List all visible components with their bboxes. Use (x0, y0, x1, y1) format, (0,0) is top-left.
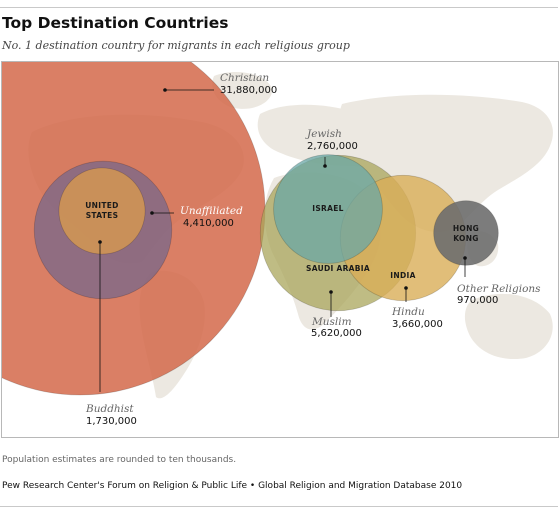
source-line: Pew Research Center's Forum on Religion … (2, 481, 463, 491)
footnote: Population estimates are rounded to ten … (2, 455, 237, 465)
group-label-christian: Christian (220, 72, 269, 84)
country-label-united-states-2: STATES (86, 211, 119, 220)
country-label-hong-kong-2: KONG (453, 234, 478, 243)
country-label-saudi-arabia: SAUDI ARABIA (306, 264, 370, 273)
value-label-other-religions: 970,000 (457, 295, 498, 306)
bottom-rule (0, 506, 558, 507)
country-label-india: INDIA (390, 271, 415, 280)
leader-dot-other-religions (463, 256, 467, 260)
value-label-hindu: 3,660,000 (392, 319, 443, 330)
top-rule (0, 7, 558, 8)
leader-dot-jewish (323, 164, 327, 168)
country-label-hong-kong-1: HONG (453, 224, 479, 233)
country-label-israel: ISRAEL (312, 204, 343, 213)
leader-dot-buddhist (98, 240, 102, 244)
value-label-buddhist: 1,730,000 (86, 416, 137, 427)
group-label-jewish: Jewish (305, 128, 342, 140)
leader-dot-christian (163, 88, 167, 92)
group-label-muslim: Muslim (311, 316, 352, 328)
leader-dot-unaffiliated (150, 211, 154, 215)
bubble-buddhist (58, 167, 146, 255)
group-label-buddhist: Buddhist (85, 403, 134, 415)
chart-frame: Christian 31,880,000 Unaffiliated 4,410,000… (1, 61, 559, 438)
leader-dot-hindu (404, 286, 408, 290)
chart-title: Top Destination Countries (2, 14, 229, 32)
country-label-united-states-1: UNITED (85, 201, 118, 210)
value-label-muslim: 5,620,000 (311, 328, 362, 339)
value-label-unaffiliated: 4,410,000 (183, 218, 234, 229)
value-label-jewish: 2,760,000 (307, 141, 358, 152)
bubble-other-religions (433, 200, 499, 266)
bubble-jewish (273, 154, 383, 264)
leader-dot-muslim (329, 290, 333, 294)
group-label-other-religions: Other Religions (457, 283, 541, 295)
value-label-christian: 31,880,000 (220, 85, 277, 96)
chart-subtitle: No. 1 destination country for migrants i… (2, 39, 350, 52)
group-label-hindu: Hindu (391, 306, 425, 318)
group-label-unaffiliated: Unaffiliated (180, 205, 243, 217)
